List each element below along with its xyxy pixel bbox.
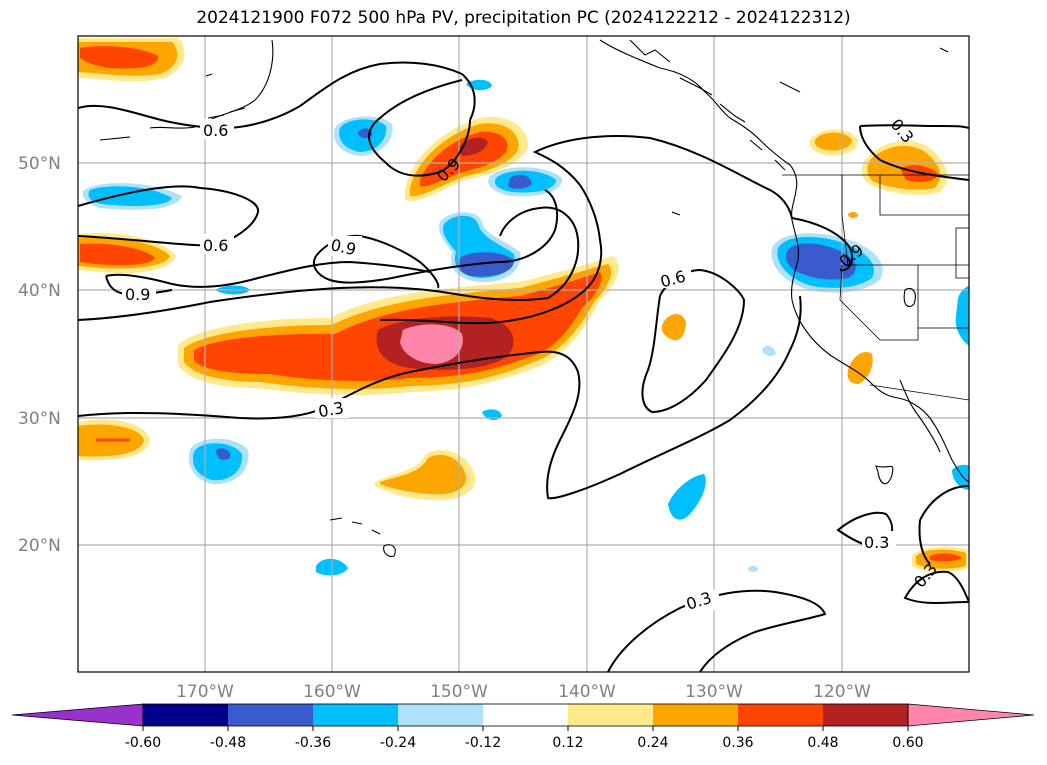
graticule	[78, 36, 969, 672]
pv-contours	[78, 61, 969, 672]
lat-label: 40°N	[18, 281, 61, 301]
colorbar-segment	[738, 704, 823, 726]
colorbar-segment	[143, 704, 228, 726]
negative-blob-west-coast	[771, 233, 883, 293]
positive-blob-south	[375, 450, 476, 501]
colorbar-segment	[568, 704, 653, 726]
colorbar-segment	[653, 704, 738, 726]
lon-label: 130°W	[685, 682, 743, 702]
lon-label: 150°W	[430, 682, 488, 702]
colorbar-tick-label: 0.24	[637, 735, 668, 751]
map-title: 2024121900 F072 500 hPa PV, precipitatio…	[196, 8, 851, 28]
colorbar-tick-label: 0.12	[552, 735, 583, 751]
main-positive-band	[178, 256, 619, 395]
coastlines	[99, 39, 969, 557]
lat-label: 30°N	[18, 409, 61, 429]
lon-label: 160°W	[303, 682, 361, 702]
colorbar-tick-label: 0.36	[722, 735, 753, 751]
lat-label: 50°N	[18, 154, 61, 174]
map-panel: 0.6 0.6 0.9 0.9 0.9 0.6 0.3 0.3 0.3 0.3 …	[78, 36, 969, 672]
lon-label: 120°W	[813, 682, 871, 702]
positive-blob-northeast	[809, 129, 948, 195]
positive-blob-left	[78, 232, 176, 274]
colorbar-segment	[483, 704, 568, 726]
precipitation-shading	[78, 38, 969, 576]
positive-blob-top-left	[78, 38, 185, 82]
colorbar-tick-label: -0.60	[125, 735, 161, 751]
positive-blob-california	[847, 351, 873, 384]
positive-blob-28n	[78, 419, 150, 461]
negative-blob-48n-145w	[488, 167, 563, 197]
positive-blob-small-ne	[661, 314, 686, 341]
contour-label: 0.3	[317, 398, 345, 421]
contour-label: 0.9	[329, 235, 358, 259]
colorbar-tick-label: -0.36	[295, 735, 331, 751]
colorbar-extend-high	[907, 703, 1035, 727]
contour-label: 0.9	[125, 285, 150, 304]
contour-label: 0.6	[203, 236, 228, 255]
contour-label: 0.6	[203, 121, 228, 140]
colorbar-segment	[228, 704, 313, 726]
negative-blob-east-edge-south	[952, 464, 969, 490]
colorbar: -0.60 -0.48 -0.36 -0.24 -0.12 0.12 0.24 0.36 0.4…	[11, 703, 1035, 751]
negative-blob-east-edge	[955, 286, 969, 346]
colorbar-frame	[142, 703, 909, 727]
negative-blob-52n-160w	[333, 116, 393, 156]
lat-label: 20°N	[18, 536, 61, 556]
positive-blob-southeast	[912, 546, 968, 573]
map-frame	[77, 35, 970, 673]
colorbar-segment	[823, 704, 908, 726]
positive-blob-tiny	[848, 211, 858, 219]
political-borders	[782, 174, 969, 401]
colorbar-segment	[398, 704, 483, 726]
negative-blob-left-48n	[82, 183, 182, 210]
contour-label: 0.3	[864, 533, 889, 552]
negative-blob-24n-133w	[668, 474, 706, 520]
lon-label: 170°W	[176, 682, 234, 702]
negative-blob-tiny-34n	[762, 345, 776, 357]
colorbar-extend-low	[11, 703, 144, 727]
colorbar-tick-label: -0.48	[210, 735, 246, 751]
longitude-labels: 170°W 160°W 150°W 140°W 130°W 120°W	[176, 682, 871, 702]
negative-blob-tiny-18n	[748, 565, 758, 573]
colorbar-tick-label: 0.48	[807, 735, 838, 751]
colorbar-tick-label: 0.60	[892, 735, 923, 751]
colorbar-tick-label: -0.12	[465, 735, 501, 751]
colorbar-tick-label: -0.24	[380, 735, 416, 751]
lon-label: 140°W	[558, 682, 616, 702]
latitude-labels: 50°N 40°N 30°N 20°N	[18, 154, 61, 556]
colorbar-segment	[313, 704, 398, 726]
positive-blob-north	[405, 116, 529, 201]
